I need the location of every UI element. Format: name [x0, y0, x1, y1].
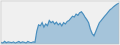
line — [1, 3, 119, 43]
plot — [1, 1, 119, 44]
plot-frame — [1, 1, 119, 44]
chart — [0, 0, 120, 45]
marks — [1, 3, 119, 44]
area-fill — [1, 3, 119, 44]
